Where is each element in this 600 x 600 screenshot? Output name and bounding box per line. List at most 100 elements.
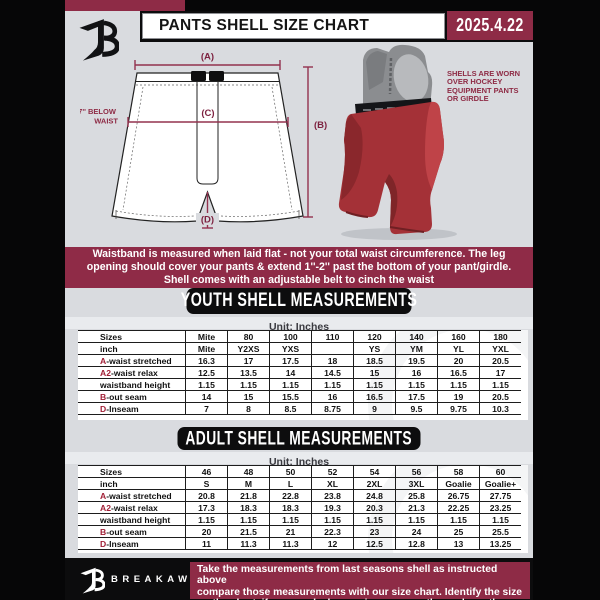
value-cell: 54 — [353, 465, 396, 478]
value-cell: 8.75 — [311, 402, 354, 415]
label-a: (A) — [201, 52, 214, 63]
value-cell: 21 — [269, 525, 312, 538]
value-cell: 16.3 — [185, 354, 228, 367]
breakaway-logo-icon — [80, 567, 105, 594]
value-cell: 20 — [437, 354, 480, 367]
value-cell: 11 — [185, 537, 228, 550]
brand-wordmark: BREAKAWAY — [111, 573, 213, 585]
value-cell: 21.8 — [227, 489, 270, 502]
value-cell: 3XL — [395, 477, 438, 490]
header: PANTS SHELL SIZE CHART 2025.4.22 — [65, 11, 533, 61]
row-label: A2-waist relax — [78, 366, 186, 379]
value-cell: 160 — [437, 330, 480, 343]
value-cell: 16 — [311, 390, 354, 403]
value-cell: S — [185, 477, 228, 490]
value-cell: 1.15 — [269, 513, 312, 526]
value-cell: 17 — [227, 354, 270, 367]
value-cell: 1.15 — [395, 513, 438, 526]
value-cell: 1.15 — [479, 378, 521, 391]
page-title-box: PANTS SHELL SIZE CHART — [142, 13, 445, 39]
value-cell: 19.3 — [311, 501, 354, 514]
value-cell: 19.5 — [395, 354, 438, 367]
value-cell: 25 — [437, 525, 480, 538]
adult-unit-bar: Unit: Inches — [65, 452, 533, 468]
row-label: inch — [78, 477, 186, 490]
waistband-banner-text: Waistband is measured when laid flat - n… — [86, 248, 512, 287]
table-row: waistband height 1.15 1.15 1.15 1.15 1.15 1.15… — [78, 378, 521, 391]
row-label: inch — [78, 342, 186, 355]
value-cell: 1.15 — [185, 378, 228, 391]
table-row: A-waist stretched 20.8 21.8 22.8 23.8 24.8 25.… — [78, 489, 521, 502]
value-cell: 1.15 — [479, 513, 521, 526]
label-c: (C) — [201, 108, 214, 119]
value-cell: 120 — [353, 330, 396, 343]
table-row: waistband height 1.15 1.15 1.15 1.15 1.15 1.15… — [78, 513, 521, 526]
shells-note: SHELLS ARE WORN OVER HOCKEY EQUIPMENT PA… — [447, 69, 521, 104]
tables-section: YOUTH SHELL MEASUREMENTS Unit: Inches Si… — [65, 288, 533, 558]
value-cell: YS — [353, 342, 396, 355]
value-cell: 10.3 — [479, 402, 521, 415]
value-cell: 1.15 — [395, 378, 438, 391]
row-label: A2-waist relax — [78, 501, 186, 514]
value-cell: 8.5 — [269, 402, 312, 415]
youth-heading: YOUTH SHELL MEASUREMENTS — [180, 289, 418, 312]
value-cell: 24 — [395, 525, 438, 538]
value-cell: 12.8 — [395, 537, 438, 550]
breakaway-logo-icon — [79, 19, 119, 61]
value-cell: 100 — [269, 330, 312, 343]
value-cell: 7 — [185, 402, 228, 415]
value-cell: YM — [395, 342, 438, 355]
table-row: D-Inseam 7 8 8.5 8.75 9 9.5 9.75 10.3 — [78, 402, 521, 415]
measure-line-d — [196, 192, 219, 229]
date-badge: 2025.4.22 — [447, 11, 533, 40]
label-b: (B) — [314, 120, 327, 131]
value-cell: 25.8 — [395, 489, 438, 502]
value-cell: 12 — [311, 537, 354, 550]
table-row: B-out seam 14 15 15.5 16 16.5 17.5 19 20.5 — [78, 390, 521, 403]
row-label: B-out seam — [78, 390, 186, 403]
value-cell: YXL — [479, 342, 521, 355]
value-cell: 16.5 — [353, 390, 396, 403]
value-cell: 17 — [479, 366, 521, 379]
value-cell: 11.3 — [227, 537, 270, 550]
value-cell: YL — [437, 342, 480, 355]
value-cell: 60 — [479, 465, 521, 478]
poster-content: PANTS SHELL SIZE CHART 2025.4.22 — [65, 0, 533, 600]
table-row: D-Inseam 11 11.3 11.3 12 12.5 12.8 13 13.25 — [78, 537, 521, 550]
value-cell: 23.25 — [479, 501, 521, 514]
value-cell: 1.15 — [311, 378, 354, 391]
value-cell: 1.15 — [269, 378, 312, 391]
measure-line-b — [303, 66, 313, 218]
adult-heading: ADULT SHELL MEASUREMENTS — [185, 427, 413, 450]
value-cell: 22.25 — [437, 501, 480, 514]
row-label: waistband height — [78, 513, 186, 526]
measure-line-a — [134, 60, 281, 70]
waist-note-line1: 7'' BELOW — [80, 107, 117, 116]
value-cell: 16 — [395, 366, 438, 379]
value-cell: 180 — [479, 330, 521, 343]
waist-note: 7'' BELOW WAIST — [80, 107, 118, 126]
value-cell: 9.5 — [395, 402, 438, 415]
value-cell: 46 — [185, 465, 228, 478]
red-shell-shape — [338, 101, 444, 235]
value-cell: 21.5 — [227, 525, 270, 538]
value-cell: Mite — [185, 342, 228, 355]
table-row: A2-waist relax 12.5 13.5 14 14.5 15 16 16.5 17 — [78, 366, 521, 379]
value-cell: 18.3 — [227, 501, 270, 514]
value-cell: L — [269, 477, 312, 490]
value-cell: 58 — [437, 465, 480, 478]
value-cell: 1.15 — [353, 513, 396, 526]
value-cell: 56 — [395, 465, 438, 478]
value-cell: 26.75 — [437, 489, 480, 502]
value-cell: 20 — [185, 525, 228, 538]
value-cell: 20.8 — [185, 489, 228, 502]
table-row: A-waist stretched 16.3 17 17.5 18 18.5 19.5 20 2… — [78, 354, 521, 367]
value-cell: 20.3 — [353, 501, 396, 514]
value-cell: 1.15 — [185, 513, 228, 526]
value-cell: 9 — [353, 402, 396, 415]
page-title: PANTS SHELL SIZE CHART — [159, 17, 370, 34]
value-cell: 12.5 — [353, 537, 396, 550]
footer: BREAKAWAY Take the measurements from las… — [65, 558, 533, 600]
value-cell: 1.15 — [227, 513, 270, 526]
row-label: B-out seam — [78, 525, 186, 538]
